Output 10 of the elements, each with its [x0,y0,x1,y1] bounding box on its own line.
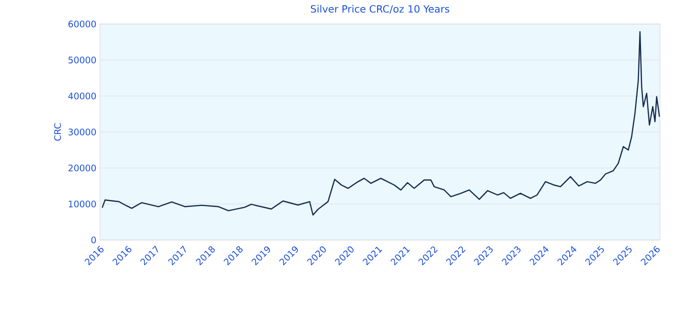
y-tick-label: 10000 [68,200,96,208]
y-tick-label: 40000 [68,92,96,100]
line-series [102,31,660,216]
y-tick-label: 20000 [68,164,96,172]
y-tick-label: 30000 [68,128,96,136]
y-tick-label: 60000 [68,20,96,28]
y-tick-label: 0 [91,236,96,244]
y-tick-label: 50000 [68,56,96,64]
chart-title: Silver Price CRC/oz 10 Years [310,4,450,14]
y-axis-title: CRC [54,123,61,141]
